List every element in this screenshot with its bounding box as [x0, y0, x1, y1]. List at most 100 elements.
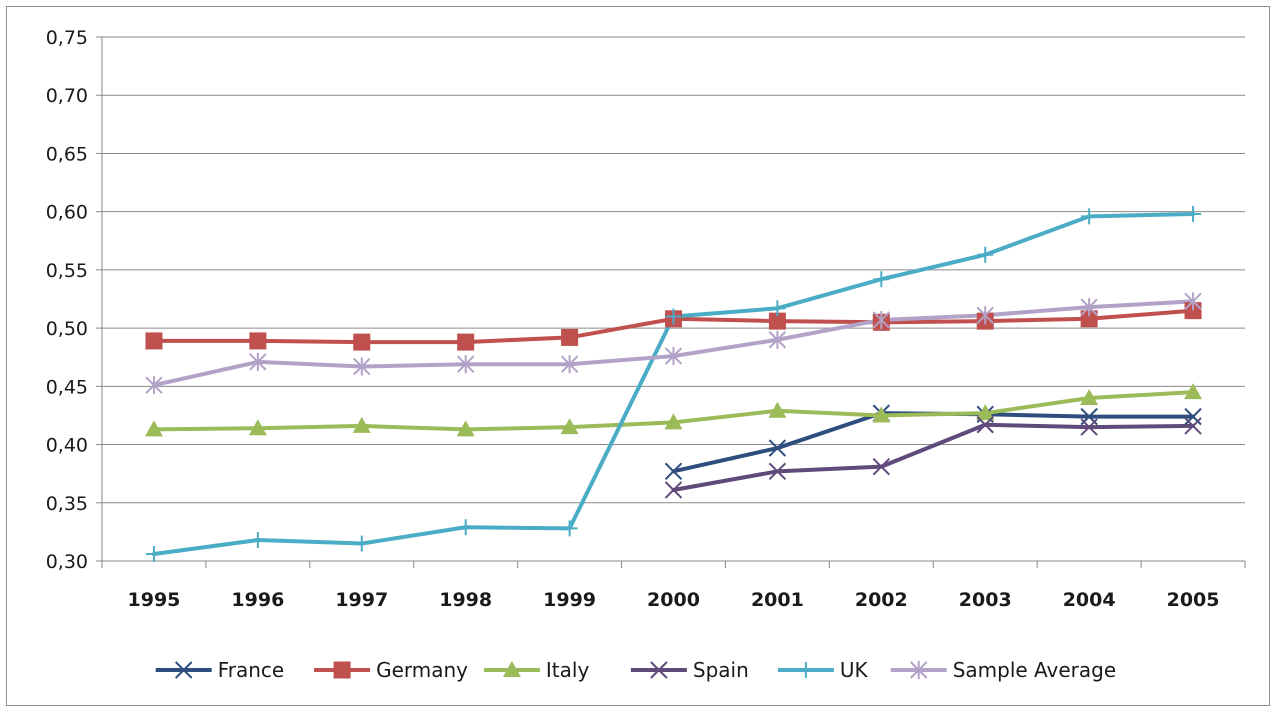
point-italy-2004	[1080, 388, 1099, 405]
point-sample-average-2001	[768, 330, 787, 349]
marker-triangle	[248, 419, 267, 436]
marker-x-b	[664, 481, 683, 499]
legend-item-italy: Italy	[483, 658, 589, 682]
point-sample-average-2000	[664, 347, 683, 366]
marker-square	[561, 328, 579, 346]
x-tick-label-2002: 2002	[855, 589, 908, 611]
y-tick-label: 0,50	[46, 318, 88, 340]
legend-marker	[174, 661, 193, 679]
point-italy-2001	[768, 401, 787, 418]
marker-square	[249, 332, 267, 350]
y-tick-label: 0,60	[46, 202, 88, 224]
point-spain-2002	[872, 457, 891, 476]
series-line-france	[671, 411, 1196, 474]
point-uk-1996	[249, 532, 266, 549]
point-italy-2000	[664, 413, 683, 430]
series-markers	[144, 205, 1203, 563]
point-italy-2002	[872, 406, 891, 423]
legend-marker	[909, 661, 928, 679]
chart-area: 0,30 0,35 0,40 0,45 0,50 0,55 0,60 0,65 0,70 0,75…	[6, 6, 1270, 706]
point-italy-1997	[352, 416, 371, 433]
y-tick-label: 0,35	[46, 493, 88, 515]
y-axis-ticks: 0,30 0,35 0,40 0,45 0,50 0,55 0,60 0,65 0,70 0,75	[46, 27, 102, 573]
point-sample-average-1998	[456, 355, 475, 374]
marker-x-b	[1184, 417, 1202, 435]
series-line-spain	[671, 422, 1196, 492]
point-uk-2003	[977, 246, 994, 263]
legend-item-spain: Spain	[630, 658, 749, 682]
point-sample-average-2005	[1184, 292, 1202, 311]
legend-marker	[797, 662, 814, 678]
marker-triangle	[872, 406, 891, 423]
marker-x-b	[976, 416, 994, 434]
marker-x-b	[650, 661, 668, 679]
point-italy-1999	[560, 418, 579, 435]
marker-x-b	[872, 457, 891, 476]
axes	[101, 37, 1245, 562]
y-tick-label: 0,30	[46, 551, 88, 573]
legend-item-sample-average: Sample Average	[890, 658, 1116, 682]
point-sample-average-1997	[353, 357, 371, 376]
marker-triangle	[144, 420, 163, 437]
legend-label: France	[218, 658, 285, 682]
point-sample-average-1996	[249, 352, 267, 371]
x-tick-label-2005: 2005	[1167, 589, 1220, 611]
x-axis-ticks: 1995 1996 1997 1998 1999 2000 2001 2002 2003 2004…	[101, 561, 1246, 611]
point-uk-1997	[353, 535, 370, 552]
point-germany-1999	[561, 328, 579, 346]
point-sample-average-2003	[976, 306, 994, 325]
marker-square	[457, 333, 475, 351]
point-uk-2000	[665, 308, 682, 325]
point-sample-average-1999	[560, 355, 579, 374]
marker-triangle	[768, 401, 787, 418]
marker-triangle	[1080, 388, 1099, 405]
x-tick-label-2003: 2003	[959, 589, 1012, 611]
legend-item-germany: Germany	[314, 658, 468, 682]
marker-triangle	[560, 418, 579, 435]
legend-item-uk: UK	[777, 658, 869, 682]
x-tick-label-1998: 1998	[439, 589, 492, 611]
y-tick-label: 0,75	[46, 27, 88, 49]
point-italy-1995	[144, 420, 163, 437]
marker-x-b	[174, 661, 193, 679]
point-spain-2005	[1184, 417, 1202, 435]
point-uk-2004	[1081, 208, 1098, 225]
y-tick-label: 0,45	[46, 376, 88, 398]
marker-triangle	[502, 661, 521, 677]
marker-triangle	[664, 413, 683, 430]
legend-marker	[502, 661, 521, 677]
legend-marker	[333, 661, 351, 679]
legend-label: Sample Average	[953, 658, 1116, 682]
marker-square	[145, 332, 163, 350]
point-spain-2000	[664, 481, 683, 499]
point-germany-1996	[249, 332, 267, 350]
y-tick-label: 0,55	[46, 260, 88, 282]
x-tick-label-1997: 1997	[335, 589, 388, 611]
marker-x-b	[664, 462, 683, 481]
point-sample-average-2004	[1080, 298, 1098, 317]
legend: France Germany Italy Spain UK Sample Average	[155, 658, 1116, 682]
point-sample-average-2002	[872, 310, 891, 329]
y-tick-label: 0,65	[46, 143, 88, 165]
point-uk-1995	[145, 546, 162, 563]
point-spain-2003	[976, 416, 994, 434]
point-spain-2004	[1080, 418, 1098, 436]
point-italy-1996	[248, 419, 267, 436]
x-tick-label-2004: 2004	[1063, 589, 1116, 611]
marker-triangle	[976, 404, 995, 421]
legend-label: Germany	[376, 658, 468, 682]
point-germany-1998	[457, 333, 475, 351]
gridlines	[102, 36, 1245, 504]
marker-x-b	[768, 462, 787, 481]
marker-triangle	[352, 416, 371, 433]
point-spain-2001	[768, 462, 787, 481]
point-france-2000	[664, 462, 683, 481]
point-uk-2005	[1185, 205, 1202, 222]
point-uk-2001	[769, 300, 786, 317]
point-uk-1999	[561, 520, 578, 537]
legend-label: UK	[840, 658, 869, 682]
x-tick-label-1999: 1999	[543, 589, 596, 611]
line-chart: 0,30 0,35 0,40 0,45 0,50 0,55 0,60 0,65 0,70 0,75…	[46, 27, 1246, 682]
point-italy-2003	[976, 404, 995, 421]
point-italy-2005	[1184, 383, 1203, 400]
